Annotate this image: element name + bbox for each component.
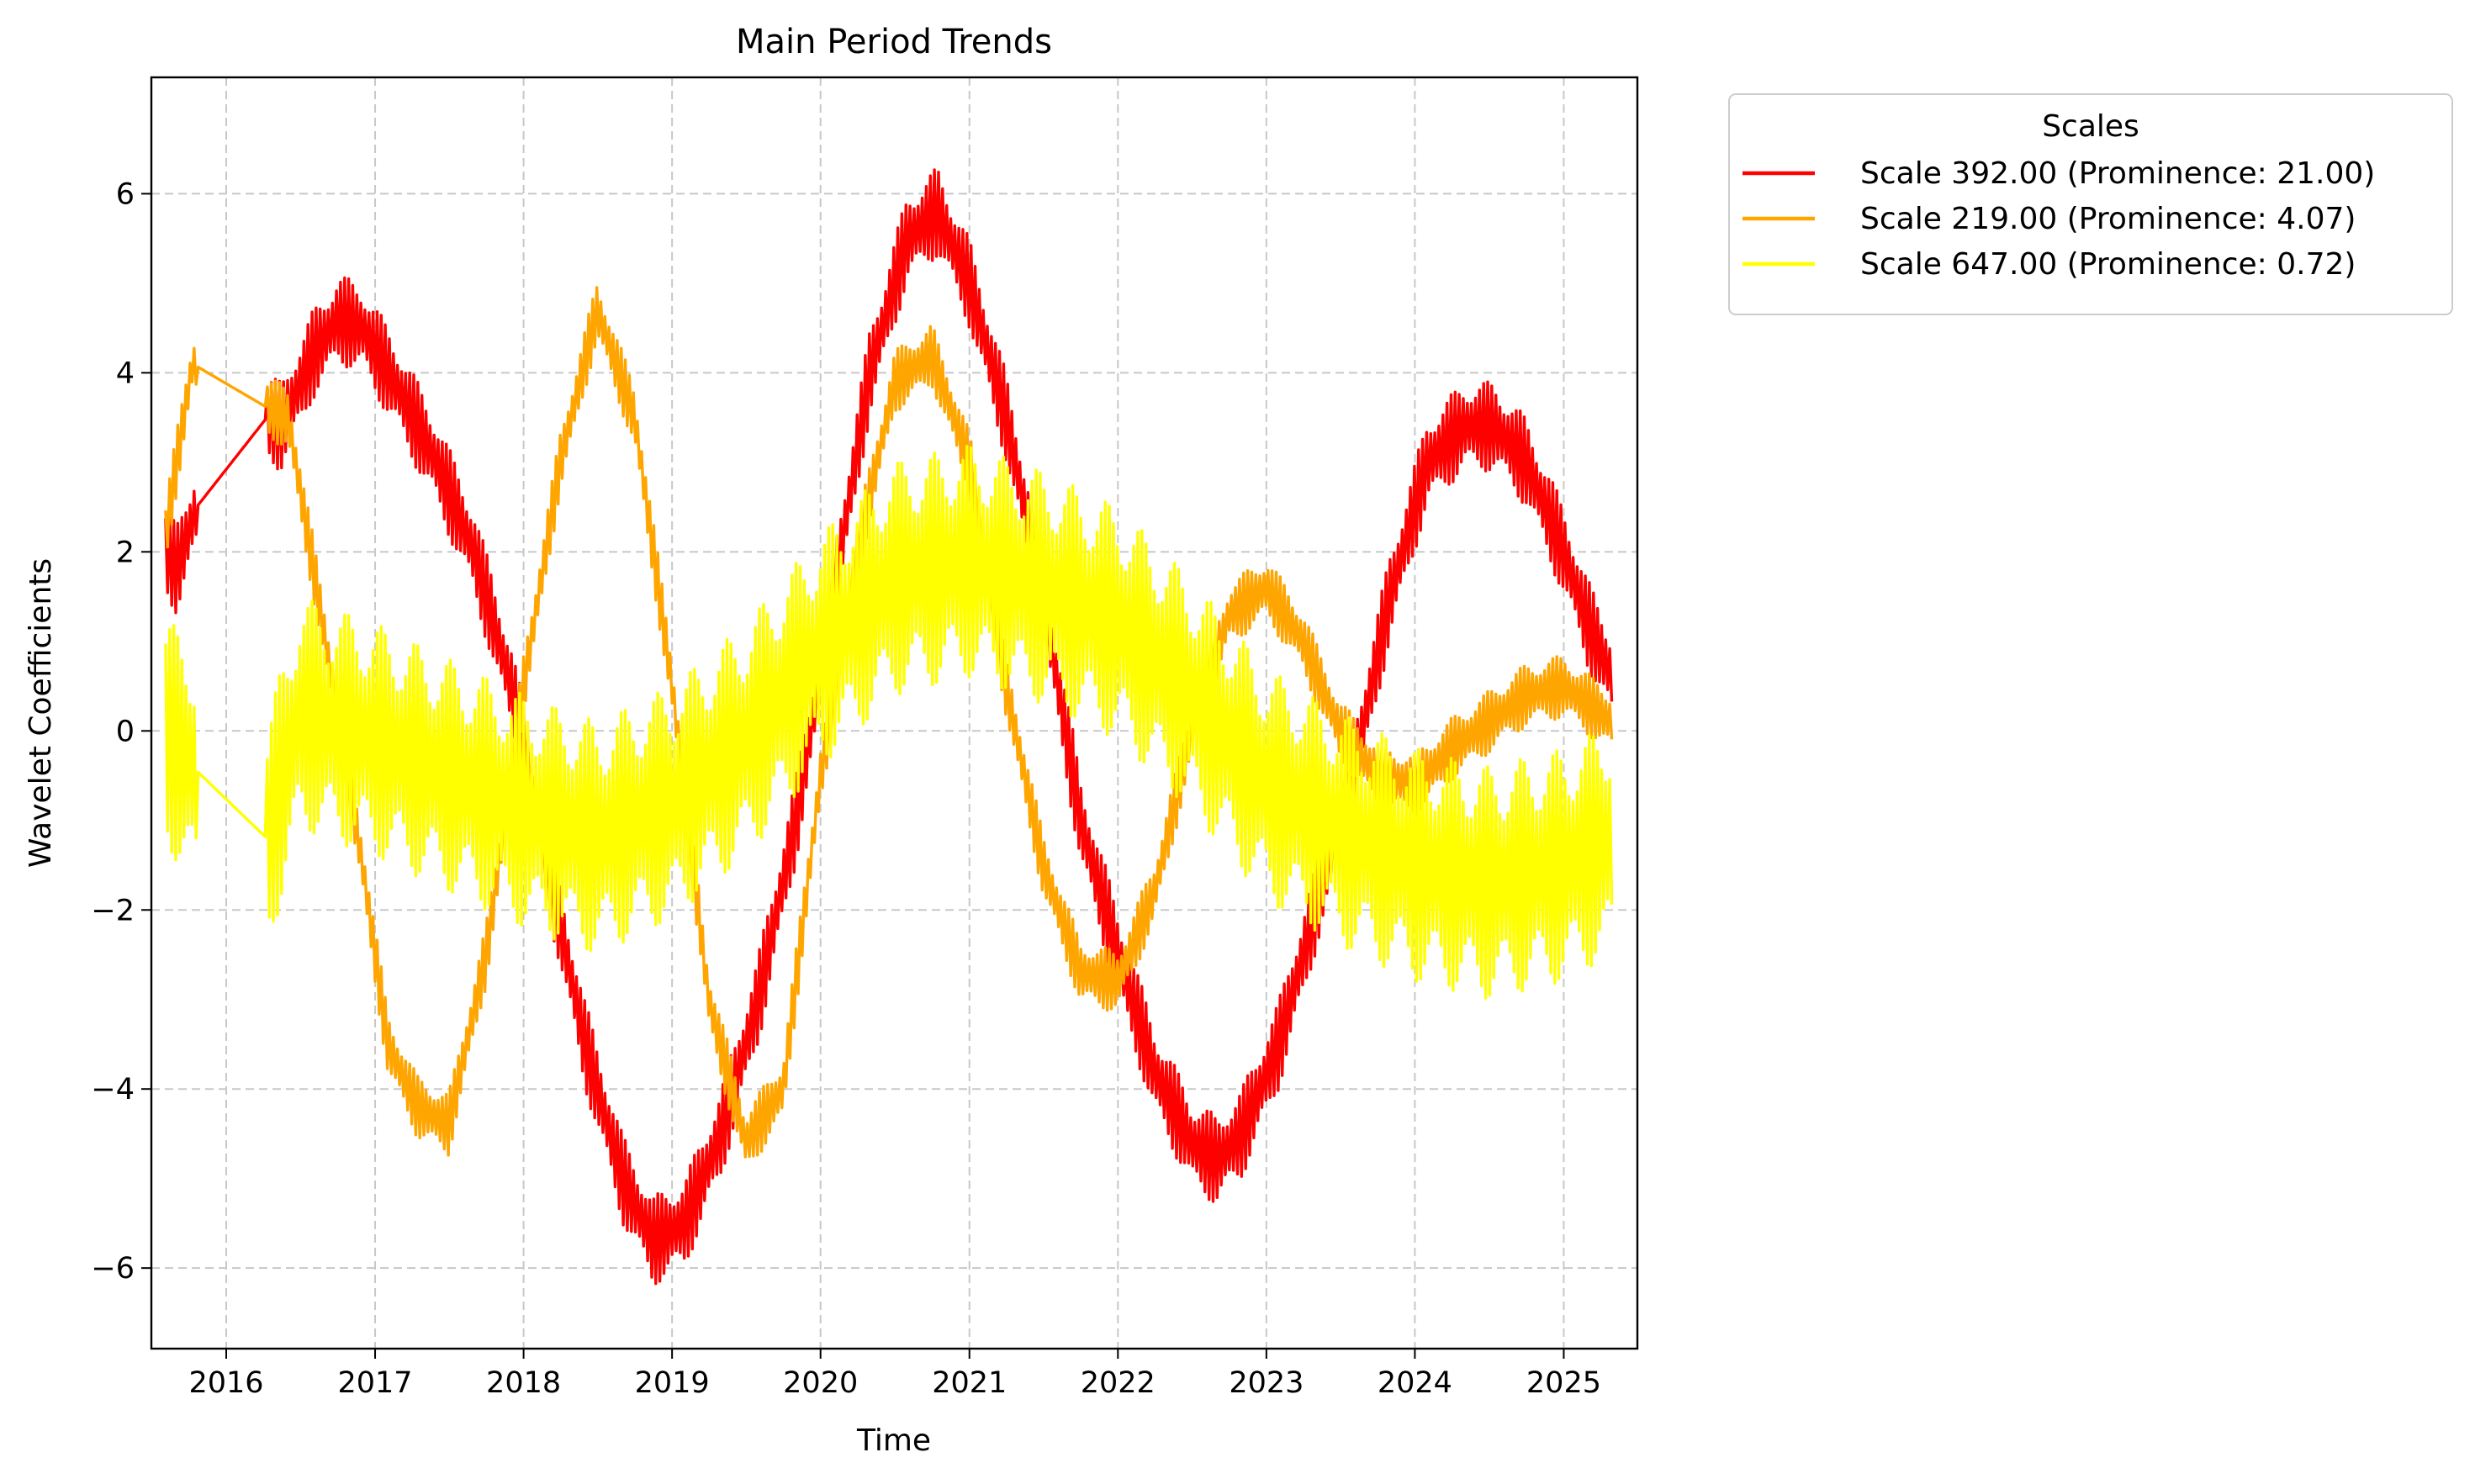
x-axis-ticks: 2016 2017 2018 2019 2020 2021 2022 2023 2024 2025 xyxy=(188,1349,1601,1400)
y-tick-label: 0 xyxy=(116,715,135,748)
series-line-2 xyxy=(164,286,1614,1159)
chart-title: Main Period Trends xyxy=(736,23,1052,61)
x-tick-label: 2025 xyxy=(1526,1366,1601,1400)
legend-title: Scales xyxy=(2042,109,2139,144)
legend: Scales Scale 392.00 (Prominence: 21.00)S… xyxy=(1728,93,2453,315)
series-line-3 xyxy=(164,445,1614,1000)
legend-label: Scale 392.00 (Prominence: 21.00) xyxy=(1860,156,2375,191)
legend-label: Scale 219.00 (Prominence: 4.07) xyxy=(1860,202,2356,236)
x-axis-label: Time xyxy=(856,1423,931,1458)
x-tick-label: 2023 xyxy=(1229,1366,1304,1400)
y-axis-ticks: −6 −4 −2 0 2 4 6 xyxy=(91,177,151,1286)
plot-frame xyxy=(150,76,1639,1350)
x-tick-label: 2017 xyxy=(338,1366,413,1400)
y-tick-label: 2 xyxy=(116,536,135,569)
y-tick-label: −4 xyxy=(91,1073,135,1106)
legend-label: Scale 647.00 (Prominence: 0.72) xyxy=(1860,247,2356,282)
x-tick-label: 2016 xyxy=(188,1366,263,1400)
y-tick-label: 4 xyxy=(116,356,135,390)
series-line-1 xyxy=(164,168,1614,1286)
x-tick-label: 2022 xyxy=(1081,1366,1156,1400)
x-tick-label: 2024 xyxy=(1378,1366,1452,1400)
y-axis-label: Wavelet Coefficients xyxy=(24,558,58,868)
x-tick-label: 2020 xyxy=(783,1366,858,1400)
series-layer xyxy=(164,168,1614,1286)
y-tick-label: −6 xyxy=(91,1252,135,1286)
x-tick-label: 2019 xyxy=(635,1366,710,1400)
x-tick-label: 2021 xyxy=(932,1366,1007,1400)
legend-items: Scale 392.00 (Prominence: 21.00) Scale 21… xyxy=(1743,156,2375,282)
y-tick-label: −2 xyxy=(91,894,135,927)
x-tick-label: 2018 xyxy=(486,1366,561,1400)
legend-box xyxy=(1728,93,2453,315)
y-tick-label: 6 xyxy=(116,177,135,211)
